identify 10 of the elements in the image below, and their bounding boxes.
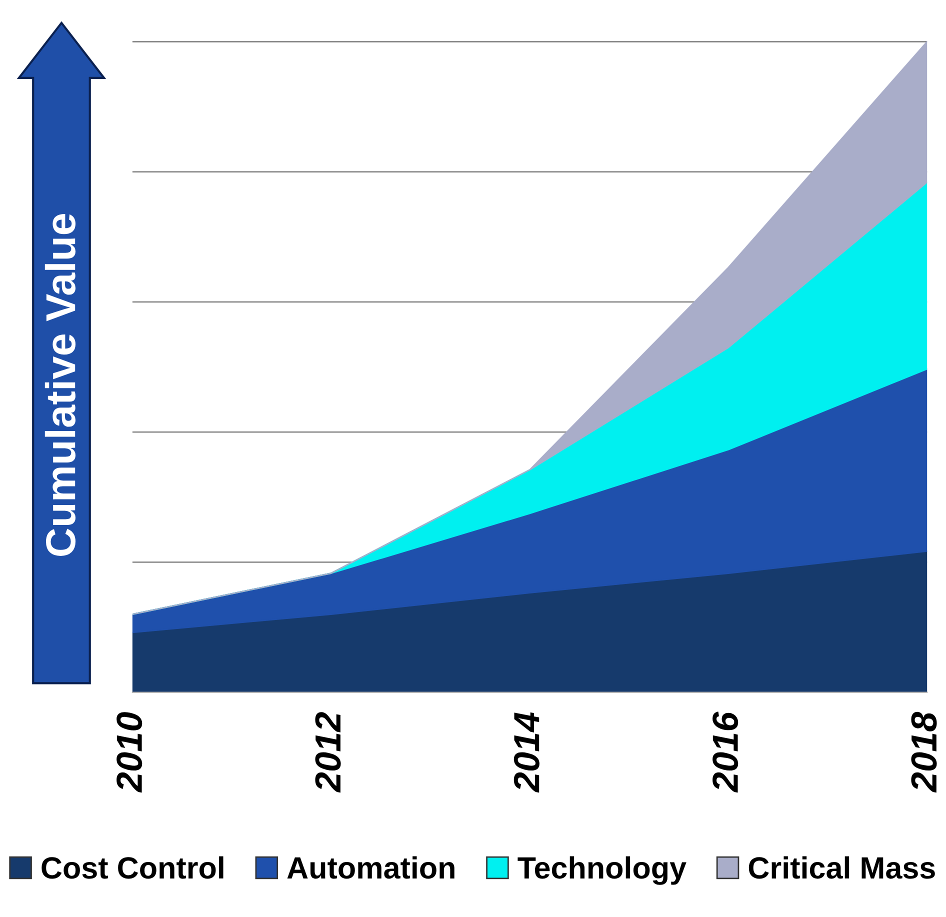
x-tick-label: 2010 [116, 712, 142, 793]
x-tick-label: 2016 [712, 712, 738, 793]
y-axis-title: Cumulative Value [44, 214, 76, 556]
legend-label: Critical Mass [748, 856, 935, 879]
x-tick-label: 2014 [514, 712, 540, 793]
legend-label: Technology [518, 856, 686, 885]
x-tick-label: 2018 [911, 712, 937, 793]
legend-label: Cost Control [42, 856, 224, 879]
x-tick-label: 2012 [315, 712, 341, 793]
legend-label: Automation [287, 856, 454, 879]
